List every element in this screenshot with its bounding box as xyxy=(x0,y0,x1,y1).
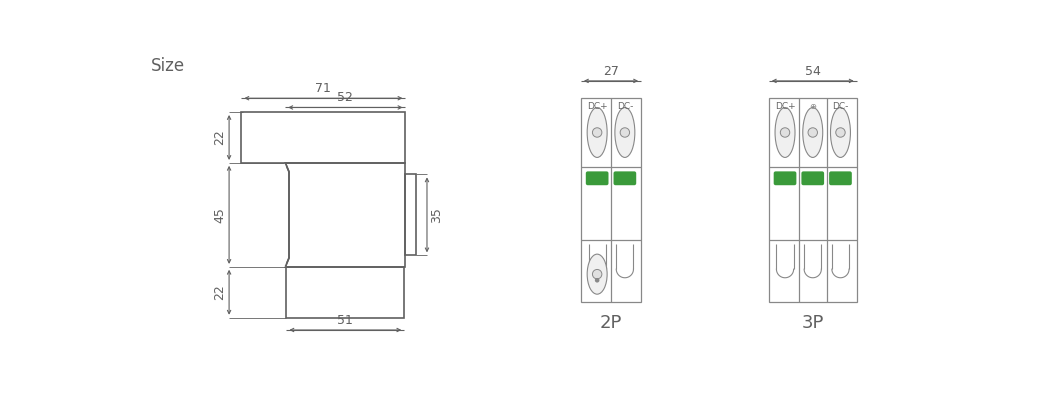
FancyBboxPatch shape xyxy=(774,171,796,185)
Text: 22: 22 xyxy=(213,130,226,145)
FancyBboxPatch shape xyxy=(829,171,852,185)
Text: 51: 51 xyxy=(337,314,353,327)
Circle shape xyxy=(620,128,630,137)
Text: Size: Size xyxy=(151,56,184,75)
Bar xyxy=(768,98,856,302)
Text: 2P: 2P xyxy=(600,314,622,333)
Text: 52: 52 xyxy=(337,91,353,104)
Circle shape xyxy=(593,128,602,137)
Bar xyxy=(405,175,417,255)
Bar xyxy=(242,112,405,163)
Text: 54: 54 xyxy=(805,65,820,78)
Ellipse shape xyxy=(615,107,635,158)
FancyBboxPatch shape xyxy=(614,171,636,185)
FancyBboxPatch shape xyxy=(801,171,824,185)
Text: DC+: DC+ xyxy=(587,102,607,111)
Circle shape xyxy=(808,128,817,137)
Text: DC-: DC- xyxy=(617,102,633,111)
Circle shape xyxy=(835,128,845,137)
Text: DC+: DC+ xyxy=(775,102,795,111)
Text: 22: 22 xyxy=(213,284,226,300)
Circle shape xyxy=(593,269,602,279)
Bar xyxy=(581,98,641,302)
Ellipse shape xyxy=(587,107,607,158)
Ellipse shape xyxy=(830,107,850,158)
Circle shape xyxy=(780,128,790,137)
Circle shape xyxy=(595,278,600,282)
Text: DC-: DC- xyxy=(832,102,849,111)
Text: 3P: 3P xyxy=(801,314,824,333)
Text: 35: 35 xyxy=(430,207,443,223)
Ellipse shape xyxy=(587,254,607,294)
Bar xyxy=(285,163,405,267)
Text: 45: 45 xyxy=(213,207,226,223)
FancyBboxPatch shape xyxy=(586,171,608,185)
Text: 71: 71 xyxy=(316,82,332,95)
Text: ⊕: ⊕ xyxy=(809,102,816,111)
Text: 27: 27 xyxy=(603,65,619,78)
Ellipse shape xyxy=(802,107,823,158)
Ellipse shape xyxy=(775,107,795,158)
Bar xyxy=(286,267,404,318)
